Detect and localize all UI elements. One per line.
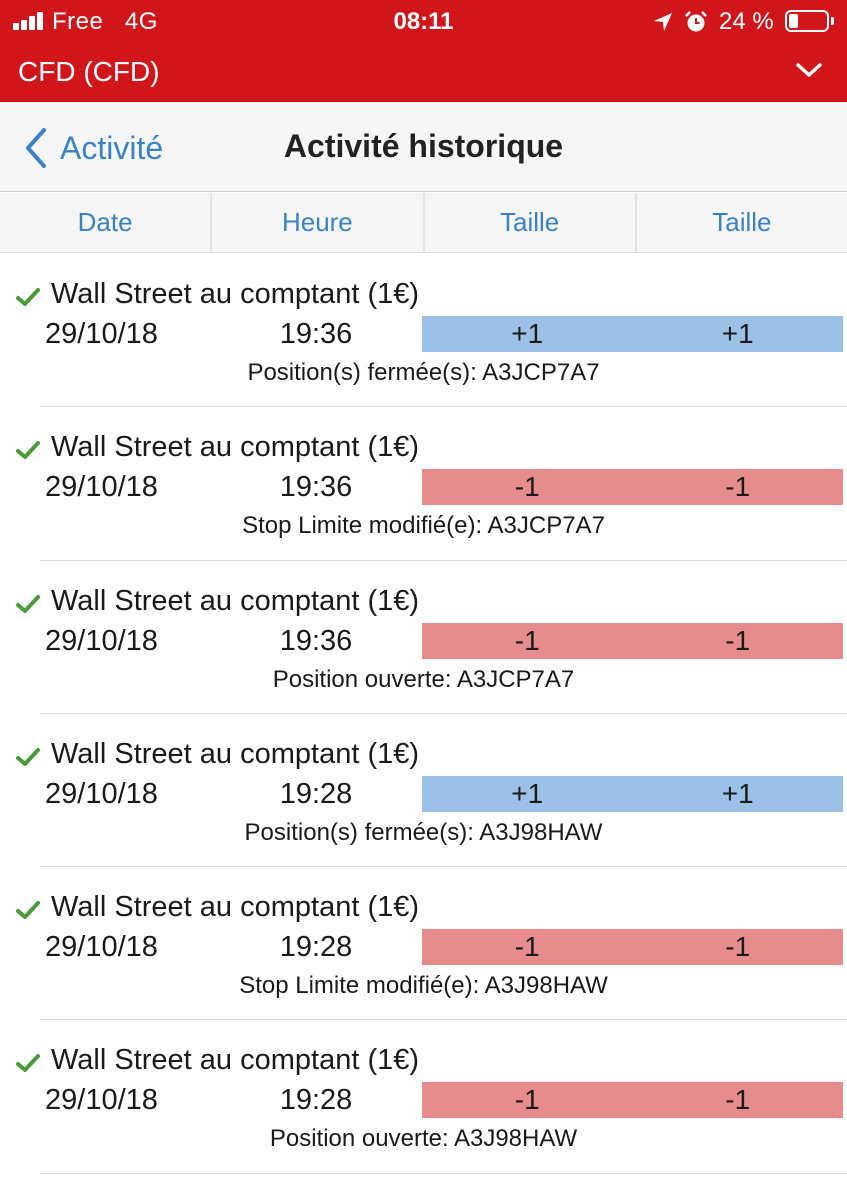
activity-time: 19:36	[279, 624, 353, 657]
activity-description: Stop Limite modifié(e): A3JCP7A7	[242, 512, 605, 540]
activity-date: 29/10/18	[45, 1084, 158, 1117]
back-button[interactable]: Activité	[22, 126, 163, 170]
size-bar: -1 -1	[422, 1082, 843, 1119]
list-item[interactable]: Wall Street au comptant (1€) 29/10/18 19…	[0, 714, 847, 868]
instrument-name: Wall Street au comptant (1€)	[51, 431, 420, 464]
size-value: +1	[511, 777, 544, 809]
checkmark-icon	[16, 1054, 40, 1073]
page-title: Activité historique	[283, 128, 564, 164]
activity-description: Position ouverte: A3JCP7A7	[272, 665, 575, 693]
battery-percent: 24 %	[719, 8, 774, 35]
list-item[interactable]: Wall Street au comptant (1€) 29/10/18 19…	[0, 561, 847, 715]
column-header-size[interactable]: Taille	[425, 193, 637, 252]
battery-tip	[831, 17, 834, 25]
size-value: -1	[514, 624, 540, 656]
size-bar: -1 -1	[422, 622, 843, 659]
checkmark-icon	[16, 594, 40, 613]
status-time: 08:11	[393, 8, 454, 35]
size-value: -1	[514, 471, 540, 503]
chevron-down-icon[interactable]	[794, 58, 824, 82]
carrier-label: Free 4G	[52, 8, 158, 35]
column-headers: Date Heure Taille Taille	[0, 193, 847, 253]
instrument-name: Wall Street au comptant (1€)	[51, 737, 420, 770]
activity-description: Position(s) fermée(s): A3J98HAW	[244, 818, 603, 846]
instrument-name: Wall Street au comptant (1€)	[51, 1044, 420, 1077]
list-item[interactable]: Wall Street au comptant (1€) 29/10/18 19…	[0, 407, 847, 561]
size-value: -1	[514, 931, 540, 963]
size-value: -1	[725, 624, 751, 656]
list-item[interactable]: Wall Street au comptant (1€) 29/10/18 19…	[0, 1020, 847, 1175]
activity-description: Position ouverte: A3J98HAW	[269, 1125, 578, 1153]
checkmark-icon	[16, 747, 40, 766]
instrument-name: Wall Street au comptant (1€)	[51, 891, 420, 924]
size-bar: +1 +1	[422, 316, 843, 352]
activity-list: Wall Street au comptant (1€) 29/10/18 19…	[0, 254, 847, 1175]
alarm-icon	[685, 11, 707, 32]
size-bar: -1 -1	[422, 929, 843, 966]
size-value: -1	[725, 471, 751, 503]
size-value: +1	[511, 318, 544, 349]
battery-icon	[785, 10, 829, 32]
activity-time: 19:36	[279, 318, 353, 350]
signal-icon	[13, 12, 49, 30]
back-label: Activité	[60, 129, 164, 166]
location-arrow-icon	[654, 13, 672, 31]
navigation-bar: Activité Activité historique	[0, 102, 847, 192]
activity-time: 19:36	[279, 471, 353, 504]
activity-date: 29/10/18	[45, 471, 158, 504]
activity-time: 19:28	[279, 931, 353, 964]
instrument-name: Wall Street au comptant (1€)	[51, 584, 420, 617]
activity-time: 19:28	[279, 1084, 353, 1117]
size-bar: -1 -1	[422, 469, 843, 506]
activity-date: 29/10/18	[45, 931, 158, 964]
size-bar: +1 +1	[422, 775, 843, 812]
checkmark-icon	[16, 901, 40, 920]
activity-date: 29/10/18	[45, 318, 158, 350]
activity-date: 29/10/18	[45, 777, 158, 810]
checkmark-icon	[16, 288, 40, 306]
size-value: -1	[725, 1084, 751, 1116]
size-value: -1	[514, 1084, 540, 1116]
app-header: Free 4G 08:11 24 % CFD (CFD)	[0, 0, 847, 102]
list-item[interactable]: Wall Street au comptant (1€) 29/10/18 19…	[0, 254, 847, 408]
list-item[interactable]: Wall Street au comptant (1€) 29/10/18 19…	[0, 867, 847, 1021]
activity-description: Position(s) fermée(s): A3JCP7A7	[247, 359, 600, 386]
size-value: +1	[721, 777, 754, 809]
size-value: +1	[721, 318, 754, 349]
checkmark-icon	[16, 441, 40, 460]
column-header-size-2[interactable]: Taille	[712, 207, 772, 237]
activity-description: Stop Limite modifié(e): A3J98HAW	[239, 972, 608, 1000]
chevron-left-icon	[26, 128, 46, 168]
activity-date: 29/10/18	[45, 624, 158, 657]
activity-time: 19:28	[279, 777, 353, 810]
status-bar: Free 4G 08:11 24 %	[0, 0, 847, 44]
column-header-date[interactable]: Date	[0, 193, 213, 252]
account-title[interactable]: CFD (CFD)	[18, 56, 160, 87]
column-header-time[interactable]: Heure	[212, 193, 425, 252]
size-value: -1	[725, 931, 751, 963]
instrument-name: Wall Street au comptant (1€)	[51, 278, 420, 310]
